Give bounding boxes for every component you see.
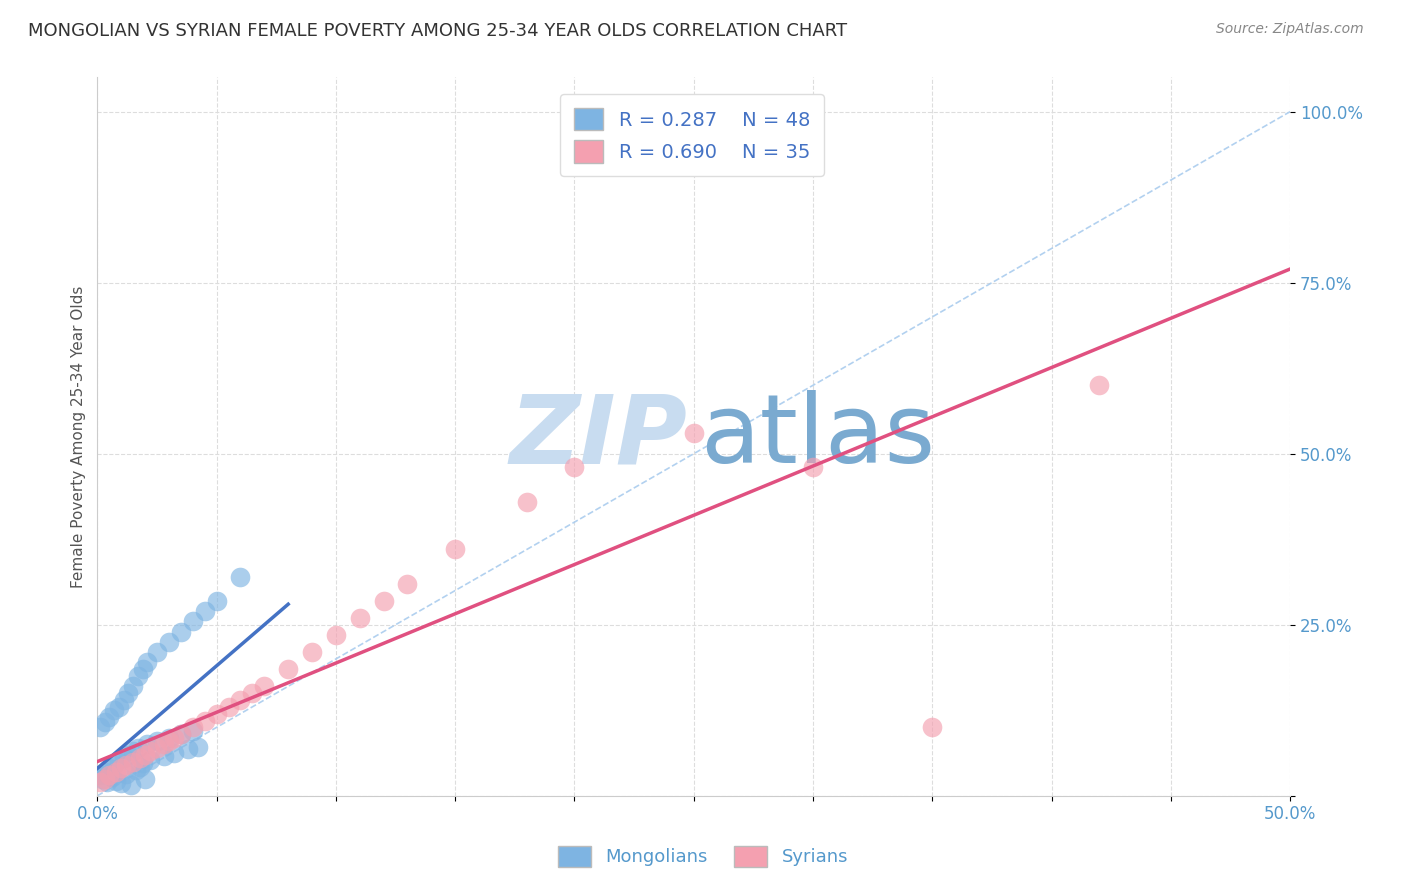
Y-axis label: Female Poverty Among 25-34 Year Olds: Female Poverty Among 25-34 Year Olds bbox=[72, 285, 86, 588]
Point bbox=[170, 727, 193, 741]
Point bbox=[157, 635, 180, 649]
Point bbox=[100, 770, 122, 784]
Point bbox=[108, 755, 131, 769]
Point bbox=[349, 611, 371, 625]
Point bbox=[146, 734, 169, 748]
Point bbox=[112, 693, 135, 707]
Point bbox=[564, 460, 586, 475]
Point bbox=[93, 714, 115, 729]
Point bbox=[127, 669, 149, 683]
Point bbox=[194, 714, 217, 728]
Point bbox=[205, 594, 228, 608]
Point bbox=[112, 751, 135, 765]
Text: MONGOLIAN VS SYRIAN FEMALE POVERTY AMONG 25-34 YEAR OLDS CORRELATION CHART: MONGOLIAN VS SYRIAN FEMALE POVERTY AMONG… bbox=[28, 22, 848, 40]
Point bbox=[921, 720, 943, 734]
Point bbox=[122, 755, 145, 769]
Point bbox=[117, 686, 139, 700]
Point bbox=[98, 710, 121, 724]
Point bbox=[129, 751, 152, 765]
Point bbox=[105, 773, 128, 788]
Point bbox=[181, 720, 204, 734]
Point bbox=[89, 768, 111, 782]
Point bbox=[93, 772, 115, 786]
Point bbox=[301, 645, 323, 659]
Point bbox=[801, 460, 824, 475]
Point bbox=[120, 779, 142, 793]
Point bbox=[218, 699, 240, 714]
Point bbox=[177, 742, 200, 756]
Point bbox=[131, 662, 153, 676]
Legend: R = 0.287    N = 48, R = 0.690    N = 35: R = 0.287 N = 48, R = 0.690 N = 35 bbox=[561, 95, 824, 177]
Point bbox=[325, 628, 347, 642]
Point bbox=[153, 738, 176, 752]
Point bbox=[396, 576, 419, 591]
Point bbox=[139, 753, 162, 767]
Point bbox=[103, 703, 125, 717]
Point bbox=[129, 760, 152, 774]
Point bbox=[157, 731, 180, 745]
Point bbox=[103, 758, 125, 772]
Point bbox=[229, 570, 252, 584]
Point bbox=[682, 426, 704, 441]
Point bbox=[277, 662, 299, 676]
Point bbox=[89, 775, 111, 789]
Point bbox=[444, 542, 467, 557]
Point bbox=[187, 739, 209, 754]
Point bbox=[115, 767, 138, 781]
Point bbox=[127, 740, 149, 755]
Point bbox=[170, 624, 193, 639]
Point bbox=[134, 772, 156, 786]
Legend: Mongolians, Syrians: Mongolians, Syrians bbox=[551, 838, 855, 874]
Point bbox=[124, 763, 146, 777]
Point bbox=[117, 747, 139, 762]
Point bbox=[115, 758, 138, 772]
Point bbox=[170, 727, 193, 741]
Point bbox=[98, 768, 121, 782]
Point bbox=[253, 679, 276, 693]
Point bbox=[122, 744, 145, 758]
Point bbox=[96, 775, 118, 789]
Point bbox=[98, 761, 121, 775]
Point bbox=[122, 679, 145, 693]
Point bbox=[229, 693, 252, 707]
Point bbox=[373, 594, 395, 608]
Text: Source: ZipAtlas.com: Source: ZipAtlas.com bbox=[1216, 22, 1364, 37]
Point bbox=[136, 738, 159, 752]
Point bbox=[91, 772, 114, 786]
Point bbox=[134, 747, 156, 762]
Point bbox=[131, 756, 153, 770]
Point bbox=[181, 723, 204, 738]
Point bbox=[93, 764, 115, 779]
Point bbox=[163, 731, 186, 745]
Point bbox=[1088, 378, 1111, 392]
Point bbox=[516, 494, 538, 508]
Point bbox=[110, 776, 132, 790]
Point bbox=[242, 686, 264, 700]
Point bbox=[153, 749, 176, 764]
Point bbox=[163, 747, 186, 761]
Point bbox=[205, 706, 228, 721]
Point bbox=[89, 720, 111, 734]
Text: ZIP: ZIP bbox=[510, 390, 688, 483]
Point bbox=[157, 734, 180, 748]
Point bbox=[139, 744, 162, 758]
Text: atlas: atlas bbox=[700, 390, 935, 483]
Point bbox=[194, 604, 217, 618]
Point bbox=[146, 645, 169, 659]
Point bbox=[108, 699, 131, 714]
Point bbox=[136, 656, 159, 670]
Point bbox=[110, 761, 132, 775]
Point bbox=[181, 615, 204, 629]
Point bbox=[105, 764, 128, 779]
Point bbox=[146, 740, 169, 755]
